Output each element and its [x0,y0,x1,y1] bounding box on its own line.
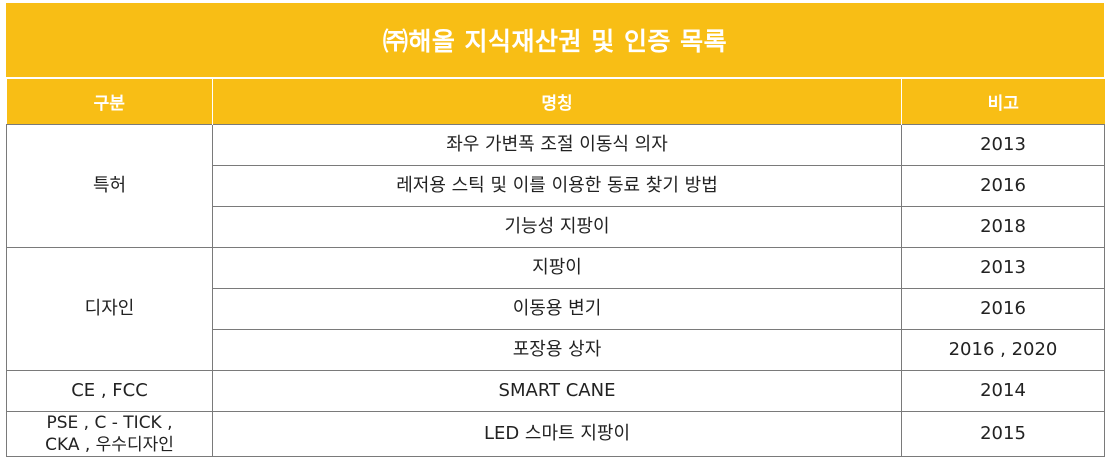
item-note: 2014 [901,370,1105,412]
table-row: PSE , C - TICK , CKA , 우수디자인 LED 스마트 지팡이… [6,411,1105,457]
header-name: 명칭 [212,77,902,125]
header-row: 구분 명칭 비고 [6,77,1105,125]
header-category: 구분 [6,77,213,125]
item-note: 2016 [901,165,1105,207]
item-name: 레저용 스틱 및 이를 이용한 동료 찾기 방법 [212,165,902,207]
item-note: 2013 [901,124,1105,166]
table-title: ㈜해올 지식재산권 및 인증 목록 [6,3,1104,77]
item-name: SMART CANE [212,370,902,412]
header-note: 비고 [901,77,1105,125]
category-design: 디자인 [6,247,213,371]
certification-table-container: ㈜해올 지식재산권 및 인증 목록 구분 명칭 비고 특허 좌우 가변폭 조절 … [6,3,1105,457]
ip-certification-table: 구분 명칭 비고 특허 좌우 가변폭 조절 이동식 의자 2013 레저용 스틱… [6,77,1105,457]
category-line-1: PSE , C - TICK , [46,413,173,433]
item-note: 2018 [901,206,1105,248]
table-row: 포장용 상자 2016 , 2020 [7,329,1105,371]
item-note: 2015 [901,411,1105,457]
category-pse-ctick-cka: PSE , C - TICK , CKA , 우수디자인 [6,411,213,457]
item-note: 2016 [901,288,1105,330]
item-note: 2016 , 2020 [901,329,1105,371]
category-patent: 특허 [6,124,213,248]
item-name: 지팡이 [212,247,902,289]
item-name: 이동용 변기 [212,288,902,330]
item-name: LED 스마트 지팡이 [212,411,902,457]
category-ce-fcc: CE , FCC [6,370,213,412]
item-name: 기능성 지팡이 [212,206,902,248]
table-row: 디자인 지팡이 2013 [6,247,1105,371]
table-row: CE , FCC SMART CANE 2014 [6,370,1105,412]
table-row: 레저용 스틱 및 이를 이용한 동료 찾기 방법 2016 [7,165,1105,207]
item-name: 포장용 상자 [212,329,902,371]
table-row: 특허 좌우 가변폭 조절 이동식 의자 2013 [6,124,1105,248]
category-line-2: CKA , 우수디자인 [45,435,174,455]
item-note: 2013 [901,247,1105,289]
table-row: 이동용 변기 2016 [7,288,1105,330]
item-name: 좌우 가변폭 조절 이동식 의자 [212,124,902,166]
